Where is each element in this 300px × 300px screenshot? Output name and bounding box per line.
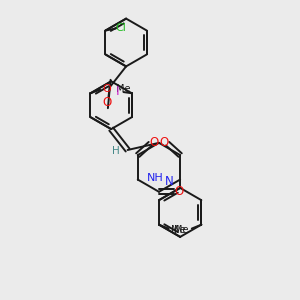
Text: O: O (149, 136, 158, 149)
Text: Me: Me (175, 225, 189, 235)
Text: O: O (102, 84, 111, 94)
Text: N: N (165, 175, 174, 188)
Text: Cl: Cl (116, 22, 126, 33)
Text: NH: NH (147, 173, 164, 183)
Text: Me: Me (116, 84, 130, 94)
Text: H: H (112, 146, 120, 157)
Text: O: O (174, 185, 183, 198)
Text: Me: Me (171, 225, 186, 235)
Text: O: O (103, 96, 112, 109)
Text: I: I (116, 85, 119, 98)
Text: O: O (159, 136, 169, 149)
